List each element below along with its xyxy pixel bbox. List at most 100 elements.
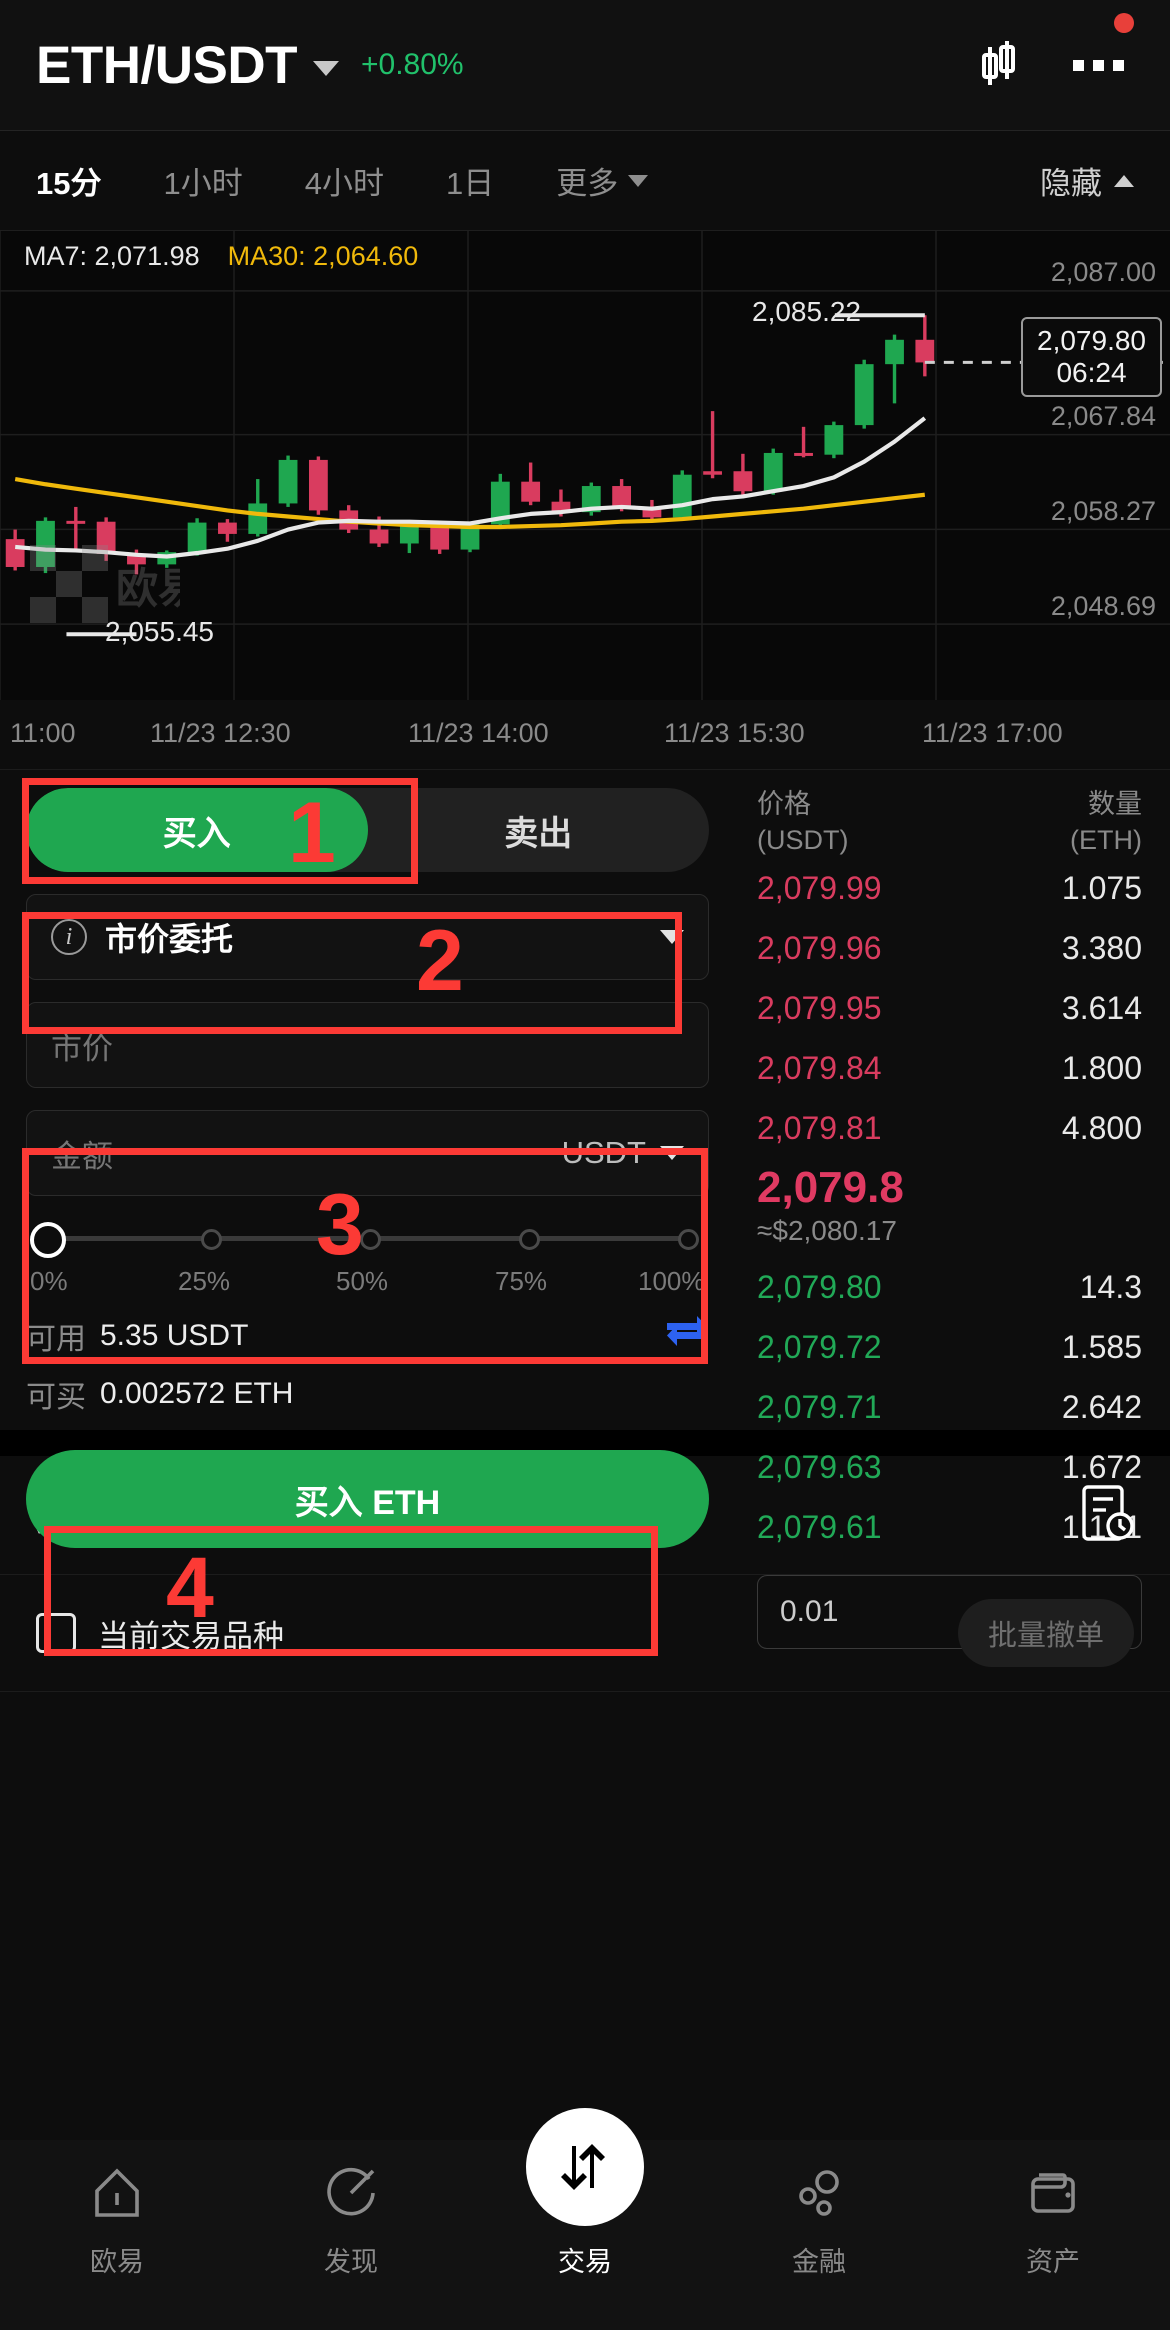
sell-tab[interactable]: 卖出 [504, 814, 573, 853]
order-type-value: 市价委托 [105, 921, 234, 957]
order-book-price: 2,079.71 [757, 1388, 882, 1425]
interval-4h[interactable]: 4小时 [304, 166, 384, 201]
order-book-row[interactable]: 2,079.72 1.585 [757, 1317, 1142, 1377]
order-book-qty-label: 数量 [1088, 789, 1142, 819]
x-tick-3: 11/23 15:30 [664, 718, 805, 748]
order-book-header: 价格 (USDT) 数量 (ETH) [757, 786, 1142, 859]
slider-label-50: 50% [336, 1266, 389, 1296]
current-pair-label: 当前交易品种 [98, 1618, 284, 1654]
order-book-price: 2,079.61 [757, 1508, 882, 1545]
order-book-price: 2,079.99 [757, 870, 882, 907]
slider-node-25[interactable] [201, 1229, 222, 1250]
hide-chart-label: 隐藏 [1040, 166, 1102, 201]
home-icon [89, 2162, 145, 2224]
cancel-all-button[interactable]: 批量撤单 [957, 1599, 1134, 1667]
price-input[interactable]: 市价 [26, 1002, 709, 1088]
current-pair-checkbox[interactable] [36, 1613, 76, 1653]
order-book-row[interactable]: 2,079.63 1.672 [757, 1437, 1142, 1497]
interval-1d[interactable]: 1日 [445, 166, 495, 201]
submit-buy-button[interactable]: 买入 ETH [26, 1450, 709, 1548]
order-book-price: 2,079.81 [757, 1110, 882, 1147]
x-tick-4: 11/23 17:00 [922, 718, 1063, 748]
wallet-icon [1025, 2162, 1081, 2224]
last-price-value: 2,079.8 [757, 1162, 904, 1212]
last-price-block[interactable]: 2,079.8 ≈$2,080.17 [757, 1159, 1142, 1257]
nav-item-home[interactable]: 欧易 [0, 2162, 234, 2279]
slider-label-100: 100% [638, 1266, 705, 1296]
header-actions [981, 13, 1134, 91]
compass-icon [323, 2162, 379, 2224]
order-book-row[interactable]: 2,079.95 3.614 [757, 979, 1142, 1039]
nav-label-discover: 发现 [324, 2247, 378, 2277]
buy-tab[interactable]: 买入 [26, 788, 368, 872]
candlestick-icon[interactable] [981, 39, 1015, 91]
interval-bar: 15分 1小时 4小时 1日 更多 隐藏 [0, 130, 1170, 230]
tick-size-value: 0.01 [780, 1595, 839, 1629]
interval-15m[interactable]: 15分 [36, 166, 102, 201]
annotation-number-1: 1 [288, 785, 336, 881]
chevron-down-icon[interactable] [313, 60, 339, 76]
order-book-qty: 4.800 [1061, 1110, 1142, 1147]
slider-label-75: 75% [495, 1266, 548, 1296]
order-book-qty-unit: (ETH) [1070, 825, 1142, 856]
ask-rows: 2,079.99 1.075 2,079.96 3.380 2,079.95 3.614 2… [757, 859, 1142, 1159]
order-book-price: 2,079.72 [757, 1328, 882, 1365]
order-book-price: 2,079.96 [757, 930, 882, 967]
buyable-value: 0.002572 ETH [100, 1377, 294, 1410]
interval-more[interactable]: 更多 [556, 158, 649, 203]
order-book: 价格 (USDT) 数量 (ETH) 2,079.99 1.075 2,079.96… [735, 770, 1170, 1650]
trade-body: 买入 卖出 i 市价委托 市价 金额 USDT [0, 770, 1170, 1650]
slider-node-100[interactable] [678, 1229, 699, 1250]
interval-1h[interactable]: 1小时 [163, 166, 243, 201]
amount-input[interactable]: 金额 USDT [26, 1110, 709, 1196]
earn-bubbles-icon [791, 2162, 847, 2224]
order-book-row[interactable]: 2,079.99 1.075 [757, 859, 1142, 919]
orders-filter-row: 当前交易品种 批量撤单 [0, 1574, 1170, 1692]
notification-badge [1114, 13, 1134, 33]
order-book-row[interactable]: 2,079.84 1.800 [757, 1039, 1142, 1099]
slider-node-50[interactable] [360, 1229, 381, 1250]
nav-item-trade[interactable]: 交易 [468, 2108, 702, 2279]
hide-chart-button[interactable]: 隐藏 [1040, 158, 1134, 203]
nav-item-finance[interactable]: 金融 [702, 2162, 936, 2279]
order-book-row[interactable]: 2,079.96 3.380 [757, 919, 1142, 979]
nav-label-assets: 资产 [1026, 2247, 1080, 2277]
info-icon[interactable]: i [51, 919, 87, 955]
order-book-qty: 1.585 [1061, 1328, 1142, 1365]
order-book-price: 2,079.80 [757, 1268, 882, 1305]
amount-unit-label: USDT [561, 1135, 646, 1170]
order-book-row[interactable]: 2,079.71 2.642 [757, 1377, 1142, 1437]
nav-item-discover[interactable]: 发现 [234, 2162, 468, 2279]
slider-label-25: 25% [178, 1266, 231, 1296]
order-form: 买入 卖出 i 市价委托 市价 金额 USDT [0, 770, 735, 1548]
bid-rows: 2,079.80 14.3 2,079.72 1.585 2,079.71 2.642 2,… [757, 1257, 1142, 1557]
slider-thumb[interactable] [30, 1222, 66, 1258]
amount-percent-slider[interactable]: 0% 25% 50% 75% 100% [26, 1222, 709, 1300]
swap-vertical-icon[interactable] [526, 2108, 644, 2226]
order-type-field[interactable]: i 市价委托 [26, 894, 709, 980]
annotation-number-4: 4 [166, 1540, 214, 1636]
more-dots-icon[interactable] [1073, 13, 1134, 91]
order-history-icon[interactable] [1080, 1483, 1134, 1548]
buyable-label: 可买 [26, 1381, 86, 1414]
swap-arrows-icon[interactable] [665, 1315, 709, 1357]
last-price-tag-price: 2,079.80 [1037, 324, 1146, 356]
order-book-price: 2,079.84 [757, 1050, 882, 1087]
order-book-qty: 1.672 [1061, 1448, 1142, 1485]
interval-more-label: 更多 [556, 166, 619, 201]
price-input-placeholder: 市价 [51, 1030, 113, 1066]
price-chart[interactable]: MA7: 2,071.98 MA30: 2,064.60 欧易 2,087.00… [0, 230, 1170, 700]
nav-item-assets[interactable]: 资产 [936, 2162, 1170, 2279]
amount-input-placeholder: 金额 [51, 1138, 113, 1174]
slider-node-75[interactable] [519, 1229, 540, 1250]
amount-unit-select[interactable]: USDT [562, 1135, 684, 1171]
available-label: 可用 [26, 1323, 86, 1356]
page-title[interactable]: ETH/USDT [36, 35, 298, 95]
order-book-qty: 14.3 [1079, 1268, 1142, 1305]
chevron-down-icon [660, 1146, 684, 1160]
order-book-qty: 1.800 [1061, 1050, 1142, 1087]
order-book-row[interactable]: 2,079.80 14.3 [757, 1257, 1142, 1317]
x-tick-0: 11:00 [10, 718, 76, 748]
order-book-row[interactable]: 2,079.81 4.800 [757, 1099, 1142, 1159]
order-book-qty: 3.614 [1061, 990, 1142, 1027]
